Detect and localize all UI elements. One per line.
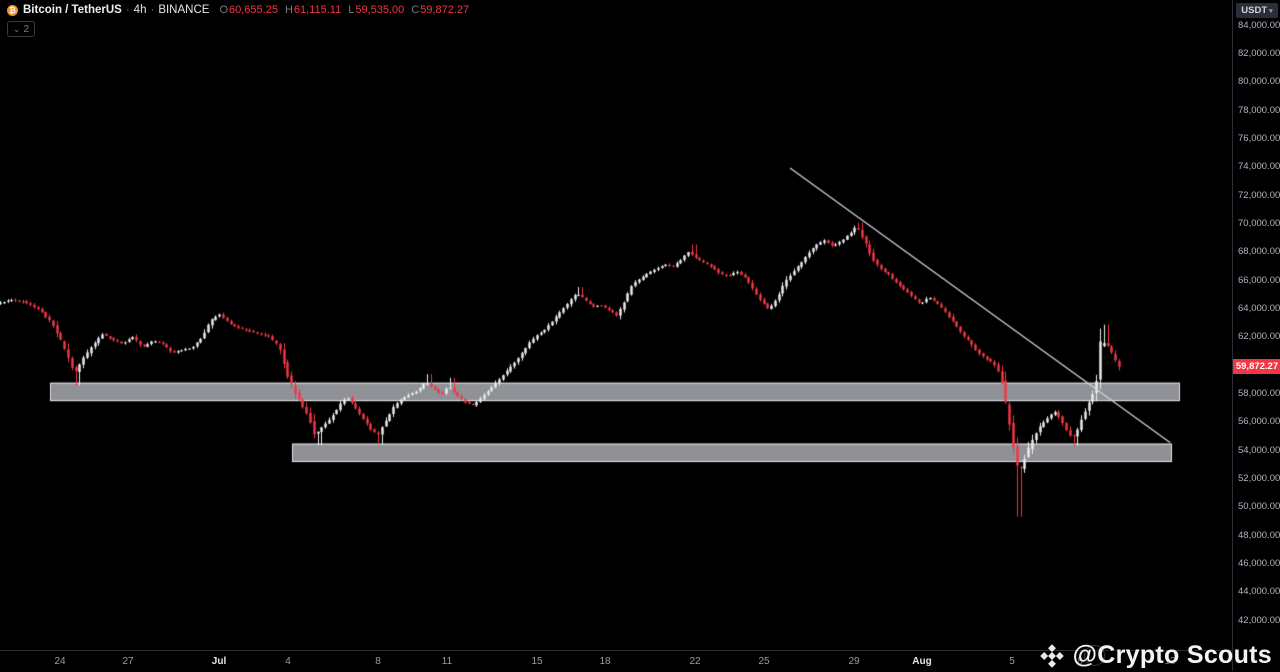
chevron-down-icon: ⌄ [13, 24, 21, 34]
time-axis-label: Jul [211, 656, 227, 667]
binance-diamond-icon [1039, 643, 1064, 668]
candlestick-chart-canvas[interactable] [0, 0, 1232, 650]
time-axis-label: 12 [1164, 656, 1176, 667]
price-axis-label: 78,000.00 [1238, 104, 1280, 116]
price-axis-label: 56,000.00 [1238, 416, 1280, 428]
ohlc-values: O 60,655.25 H 61,115.11 L 59,535.00 C 59,872… [219, 4, 469, 16]
currency-label: USDT [1241, 5, 1268, 16]
time-axis-label: 24 [54, 656, 66, 667]
close-value: 59,872.27 [420, 4, 470, 16]
currency-toggle-button[interactable]: USDT ▾ [1236, 3, 1278, 18]
low-label: L [348, 4, 355, 16]
time-axis-label: 18 [599, 656, 611, 667]
chevron-down-icon: ▾ [1269, 7, 1273, 15]
close-label: C [411, 4, 420, 16]
price-axis-label: 70,000.00 [1238, 217, 1280, 229]
time-axis-label: Aug [912, 656, 932, 667]
price-axis-label: 68,000.00 [1238, 246, 1280, 258]
interval-label: 4h [133, 4, 147, 16]
low-value: 59,535.00 [355, 4, 405, 16]
time-axis-label: 4 [285, 656, 291, 667]
chart-area[interactable] [0, 0, 1232, 650]
open-label: O [219, 4, 228, 16]
time-axis-label: 27 [122, 656, 134, 667]
time-axis[interactable]: 24 27 Jul 4 8 11 15 18 22 25 29 Aug 5 8 12 [0, 650, 1232, 672]
time-axis-label: 15 [531, 656, 543, 667]
price-axis[interactable]: USDT ▾ 59,872.27 84,000.00 82,000.00 80,00… [1232, 0, 1280, 671]
price-axis-label: 42,000.00 [1238, 614, 1280, 626]
price-axis-label: 54,000.00 [1238, 444, 1280, 456]
price-axis-label: 72,000.00 [1238, 189, 1280, 201]
price-axis-label: 44,000.00 [1238, 586, 1280, 598]
price-axis-label: 50,000.00 [1238, 501, 1280, 513]
price-axis-label: 74,000.00 [1238, 161, 1280, 173]
time-axis-label: 5 [1009, 656, 1015, 667]
price-axis-label: 64,000.00 [1238, 302, 1280, 314]
symbol-legend[interactable]: ₿ Bitcoin / TetherUS · 4h · BINANCE O 60,… [7, 4, 469, 16]
hidden-items-count: 2 [23, 23, 30, 35]
watermark-text: @Crypto Scouts [1072, 641, 1272, 669]
time-axis-label: 22 [689, 656, 701, 667]
legend-separator: · [125, 4, 130, 16]
open-value: 60,655.25 [229, 4, 278, 16]
time-axis-label: 25 [758, 656, 770, 667]
price-axis-label: 82,000.00 [1238, 47, 1280, 59]
last-price-tag: 59,872.27 [1233, 359, 1280, 375]
price-axis-label: 66,000.00 [1238, 274, 1280, 286]
price-axis-label: 80,000.00 [1238, 76, 1280, 88]
high-label: H [284, 4, 293, 16]
price-axis-label: 84,000.00 [1238, 19, 1280, 31]
watermark-ghost-circle [1083, 645, 1105, 666]
price-axis-label: 76,000.00 [1238, 132, 1280, 144]
price-axis-label: 62,000.00 [1238, 331, 1280, 343]
exchange-label: BINANCE [158, 4, 210, 16]
time-axis-label: 29 [848, 656, 860, 667]
price-axis-label: 58,000.00 [1238, 387, 1280, 399]
symbol-name: Bitcoin / TetherUS [23, 4, 122, 16]
bitcoin-icon: ₿ [7, 4, 18, 16]
price-axis-label: 52,000.00 [1238, 472, 1280, 484]
price-axis-label: 48,000.00 [1238, 529, 1280, 541]
time-axis-label: 11 [441, 656, 453, 667]
price-axis-label: 46,000.00 [1238, 557, 1280, 569]
high-value: 61,115.11 [293, 4, 342, 16]
legend-separator: · [150, 4, 155, 16]
legend-collapse-toggle[interactable]: ⌄ 2 [7, 21, 36, 37]
watermark: @Crypto Scouts [1039, 641, 1272, 670]
time-axis-label: 8 [1077, 656, 1083, 667]
time-axis-label: 8 [375, 656, 381, 667]
